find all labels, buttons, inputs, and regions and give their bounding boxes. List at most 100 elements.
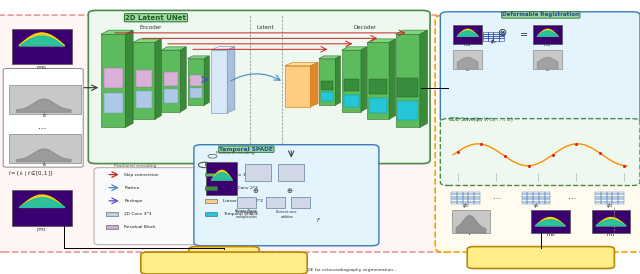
Bar	[618, 192, 624, 194]
Bar	[522, 202, 527, 204]
Text: $I_0$: $I_0$	[42, 111, 48, 120]
Bar	[527, 197, 533, 199]
Bar	[539, 197, 545, 199]
Bar	[468, 199, 474, 202]
Bar	[474, 192, 480, 194]
Bar	[451, 202, 457, 204]
Polygon shape	[285, 62, 318, 66]
FancyBboxPatch shape	[189, 247, 259, 269]
FancyBboxPatch shape	[0, 15, 453, 252]
Text: Decoder: Decoder	[353, 25, 376, 30]
FancyBboxPatch shape	[94, 168, 303, 245]
Text: Deformable Registration: Deformable Registration	[502, 12, 579, 18]
Bar	[483, 38, 488, 41]
Polygon shape	[180, 47, 186, 112]
Bar	[488, 38, 493, 41]
Bar	[190, 75, 202, 86]
Bar	[601, 194, 607, 197]
Bar	[369, 98, 387, 113]
Text: $\mathcal{L}_{\rm sim}$: $\mathcal{L}_{\rm sim}$	[213, 249, 235, 261]
Bar	[451, 199, 457, 202]
Bar	[533, 199, 539, 202]
Polygon shape	[319, 56, 340, 59]
Bar	[188, 59, 204, 105]
Bar	[9, 85, 81, 114]
Bar	[468, 194, 474, 197]
Bar	[12, 29, 72, 64]
Bar	[101, 34, 125, 127]
Bar	[451, 194, 457, 197]
Bar	[607, 197, 612, 199]
Polygon shape	[227, 47, 235, 113]
Text: $\oplus$: $\oplus$	[252, 186, 260, 195]
Bar	[601, 197, 607, 199]
Bar	[612, 192, 618, 194]
Bar	[539, 192, 545, 194]
Bar	[463, 192, 468, 194]
Bar	[612, 202, 618, 204]
Text: $\mathcal{R}_{J{\rm det}} + \mathcal{R}_{\rm sml}$: $\mathcal{R}_{J{\rm det}} + \mathcal{R}_…	[515, 249, 566, 262]
Bar	[527, 192, 533, 194]
Bar	[136, 91, 152, 108]
Text: Positional encoding: Positional encoding	[114, 164, 156, 168]
Text: 2D Conv 3*3: 2D Conv 3*3	[124, 212, 152, 216]
Bar	[106, 212, 118, 216]
Bar	[493, 38, 499, 41]
Text: $\phi_s$: $\phi_s$	[490, 37, 497, 46]
Text: $I = \{I_t \mid t \in [0,1]\}$: $I = \{I_t \mid t \in [0,1]\}$	[8, 169, 54, 178]
Bar	[468, 197, 474, 199]
Text: Temporal SPADE: Temporal SPADE	[223, 212, 259, 216]
Polygon shape	[420, 30, 428, 127]
Bar	[468, 192, 474, 194]
Bar	[483, 36, 488, 38]
Text: $=$: $=$	[518, 28, 529, 38]
Text: $\phi_0$: $\phi_0$	[461, 201, 470, 210]
Bar	[457, 192, 463, 194]
Text: $\phi_i$: $\phi_i$	[532, 201, 540, 210]
Bar	[522, 199, 527, 202]
Bar	[499, 34, 504, 36]
Bar	[545, 202, 550, 204]
Text: Encoder: Encoder	[140, 25, 161, 30]
Polygon shape	[161, 47, 186, 50]
Bar	[457, 199, 463, 202]
Text: 2D Conv 1*1: 2D Conv 1*1	[223, 173, 251, 176]
Text: Latent: Latent	[257, 25, 275, 30]
Text: Temporal SPADE: Temporal SPADE	[220, 147, 273, 152]
Bar	[499, 38, 504, 41]
Bar	[164, 72, 178, 86]
Bar	[522, 194, 527, 197]
Bar	[483, 32, 488, 34]
Bar	[451, 197, 457, 199]
Bar	[545, 192, 550, 194]
Bar	[344, 95, 359, 107]
Text: $\otimes$: $\otimes$	[497, 27, 507, 38]
FancyBboxPatch shape	[141, 252, 307, 274]
Bar	[321, 81, 333, 90]
Bar	[205, 199, 217, 203]
Bar	[468, 202, 474, 204]
Bar	[452, 210, 490, 233]
Bar	[618, 202, 624, 204]
Bar	[618, 194, 624, 197]
Text: Binary Norm: Binary Norm	[236, 209, 257, 213]
Bar	[164, 89, 178, 102]
Bar	[545, 197, 550, 199]
Bar	[488, 34, 493, 36]
Bar	[474, 197, 480, 199]
Polygon shape	[188, 56, 209, 59]
Bar	[601, 199, 607, 202]
Text: $\cdots$: $\cdots$	[37, 122, 46, 131]
FancyBboxPatch shape	[467, 247, 614, 269]
Bar	[211, 50, 227, 113]
Bar	[533, 202, 539, 204]
FancyBboxPatch shape	[435, 15, 640, 252]
Bar	[12, 190, 72, 226]
Text: $m_t$: $m_t$	[218, 193, 225, 201]
Text: Residual Block: Residual Block	[124, 225, 156, 229]
Bar	[367, 42, 389, 119]
Text: BNorm: BNorm	[252, 171, 264, 175]
Bar	[451, 192, 457, 194]
Bar	[474, 199, 480, 202]
Bar	[463, 202, 468, 204]
